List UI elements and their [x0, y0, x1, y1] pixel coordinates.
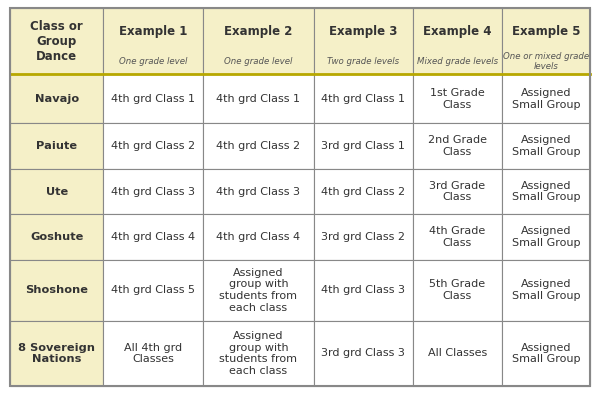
- Bar: [10, 74, 103, 124]
- Text: Example 1: Example 1: [119, 25, 187, 38]
- Text: One grade level: One grade level: [119, 57, 187, 66]
- Bar: [10, 321, 103, 386]
- Text: 1st Grade
Class: 1st Grade Class: [430, 88, 485, 110]
- Text: Paiute: Paiute: [36, 141, 77, 151]
- Text: Ute: Ute: [46, 187, 68, 196]
- Text: 4th grd Class 1: 4th grd Class 1: [217, 94, 301, 104]
- Text: Shoshone: Shoshone: [25, 285, 88, 295]
- Text: 3rd grd Class 1: 3rd grd Class 1: [322, 141, 406, 151]
- Bar: [413, 214, 502, 260]
- Bar: [203, 214, 314, 260]
- Bar: [10, 214, 103, 260]
- Bar: [413, 74, 502, 124]
- Bar: [413, 321, 502, 386]
- Text: 4th Grade
Class: 4th Grade Class: [430, 226, 485, 248]
- Text: 4th grd Class 3: 4th grd Class 3: [217, 187, 301, 196]
- Text: 3rd grd Class 3: 3rd grd Class 3: [322, 348, 406, 358]
- Bar: [413, 169, 502, 214]
- Bar: [502, 74, 590, 124]
- Bar: [10, 260, 103, 321]
- Bar: [314, 74, 413, 124]
- Bar: [413, 8, 502, 74]
- Text: 8 Sovereign
Nations: 8 Sovereign Nations: [18, 343, 95, 364]
- Bar: [103, 169, 203, 214]
- Text: One grade level: One grade level: [224, 57, 293, 66]
- Bar: [10, 169, 103, 214]
- Text: 4th grd Class 2: 4th grd Class 2: [322, 187, 406, 196]
- Text: 4th grd Class 4: 4th grd Class 4: [111, 232, 196, 242]
- Text: 4th grd Class 1: 4th grd Class 1: [322, 94, 406, 104]
- Text: Assigned
Small Group: Assigned Small Group: [512, 135, 580, 157]
- Text: Assigned
Small Group: Assigned Small Group: [512, 280, 580, 301]
- Text: All 4th grd
Classes: All 4th grd Classes: [124, 343, 182, 364]
- Text: Example 3: Example 3: [329, 25, 398, 38]
- Text: 4th grd Class 3: 4th grd Class 3: [111, 187, 195, 196]
- Text: Two grade levels: Two grade levels: [328, 57, 400, 66]
- Text: Assigned
Small Group: Assigned Small Group: [512, 181, 580, 202]
- Text: Mixed grade levels: Mixed grade levels: [417, 57, 498, 66]
- Text: Assigned
group with
students from
each class: Assigned group with students from each c…: [220, 331, 298, 376]
- Text: Assigned
Small Group: Assigned Small Group: [512, 226, 580, 248]
- Bar: [203, 321, 314, 386]
- Bar: [203, 8, 314, 74]
- Text: Example 5: Example 5: [512, 25, 580, 38]
- Bar: [314, 214, 413, 260]
- Text: Assigned
Small Group: Assigned Small Group: [512, 343, 580, 364]
- Bar: [10, 8, 103, 74]
- Bar: [203, 74, 314, 124]
- Text: 4th grd Class 1: 4th grd Class 1: [111, 94, 195, 104]
- Bar: [203, 260, 314, 321]
- Bar: [413, 124, 502, 169]
- Text: 4th grd Class 2: 4th grd Class 2: [111, 141, 196, 151]
- Bar: [502, 214, 590, 260]
- Text: Goshute: Goshute: [30, 232, 83, 242]
- Bar: [314, 321, 413, 386]
- Text: 4th grd Class 2: 4th grd Class 2: [216, 141, 301, 151]
- Bar: [502, 8, 590, 74]
- Bar: [314, 169, 413, 214]
- Bar: [314, 8, 413, 74]
- Text: Example 2: Example 2: [224, 25, 293, 38]
- Bar: [413, 260, 502, 321]
- Bar: [314, 124, 413, 169]
- Text: 5th Grade
Class: 5th Grade Class: [430, 280, 485, 301]
- Bar: [103, 74, 203, 124]
- Bar: [203, 124, 314, 169]
- Text: 2nd Grade
Class: 2nd Grade Class: [428, 135, 487, 157]
- Text: Class or
Group
Dance: Class or Group Dance: [31, 19, 83, 63]
- Bar: [203, 169, 314, 214]
- Bar: [502, 169, 590, 214]
- Text: Navajo: Navajo: [35, 94, 79, 104]
- Text: One or mixed grade
levels: One or mixed grade levels: [503, 52, 589, 71]
- Bar: [10, 124, 103, 169]
- Text: Assigned
group with
students from
each class: Assigned group with students from each c…: [220, 268, 298, 313]
- Bar: [314, 260, 413, 321]
- Bar: [502, 124, 590, 169]
- Bar: [103, 321, 203, 386]
- Text: 4th grd Class 4: 4th grd Class 4: [216, 232, 301, 242]
- Bar: [103, 8, 203, 74]
- Bar: [103, 214, 203, 260]
- Text: Assigned
Small Group: Assigned Small Group: [512, 88, 580, 110]
- Text: 4th grd Class 5: 4th grd Class 5: [111, 285, 195, 295]
- Bar: [103, 124, 203, 169]
- Bar: [502, 260, 590, 321]
- Text: 4th grd Class 3: 4th grd Class 3: [322, 285, 406, 295]
- Text: Example 4: Example 4: [423, 25, 492, 38]
- Text: 3rd Grade
Class: 3rd Grade Class: [430, 181, 485, 202]
- Text: All Classes: All Classes: [428, 348, 487, 358]
- Text: 3rd grd Class 2: 3rd grd Class 2: [322, 232, 406, 242]
- Bar: [103, 260, 203, 321]
- Bar: [502, 321, 590, 386]
